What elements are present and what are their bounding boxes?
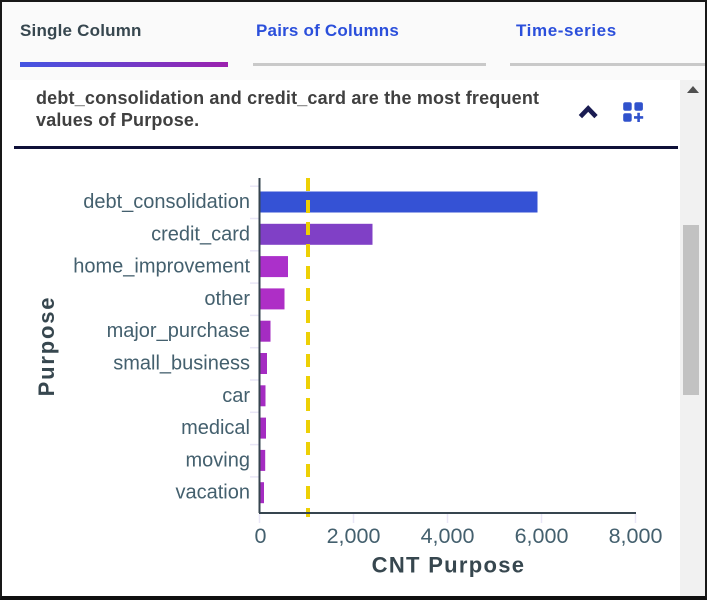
svg-text:medical: medical	[181, 417, 250, 439]
svg-text:major_purchase: major_purchase	[107, 320, 250, 342]
svg-text:other: other	[204, 288, 250, 310]
svg-text:debt_consolidation: debt_consolidation	[83, 191, 250, 213]
svg-text:vacation: vacation	[176, 482, 251, 504]
svg-text:6,000: 6,000	[515, 524, 569, 548]
svg-text:4,000: 4,000	[421, 524, 475, 548]
svg-text:home_improvement: home_improvement	[73, 256, 250, 278]
svg-text:Purpose: Purpose	[34, 296, 59, 397]
svg-text:2,000: 2,000	[327, 524, 381, 548]
svg-text:small_business: small_business	[113, 353, 250, 375]
svg-text:CNT Purpose: CNT Purpose	[372, 553, 526, 578]
svg-text:credit_card: credit_card	[151, 223, 250, 245]
svg-text:car: car	[222, 385, 250, 407]
svg-text:moving: moving	[186, 449, 250, 471]
svg-text:8,000: 8,000	[609, 524, 663, 548]
svg-text:0: 0	[255, 524, 267, 548]
